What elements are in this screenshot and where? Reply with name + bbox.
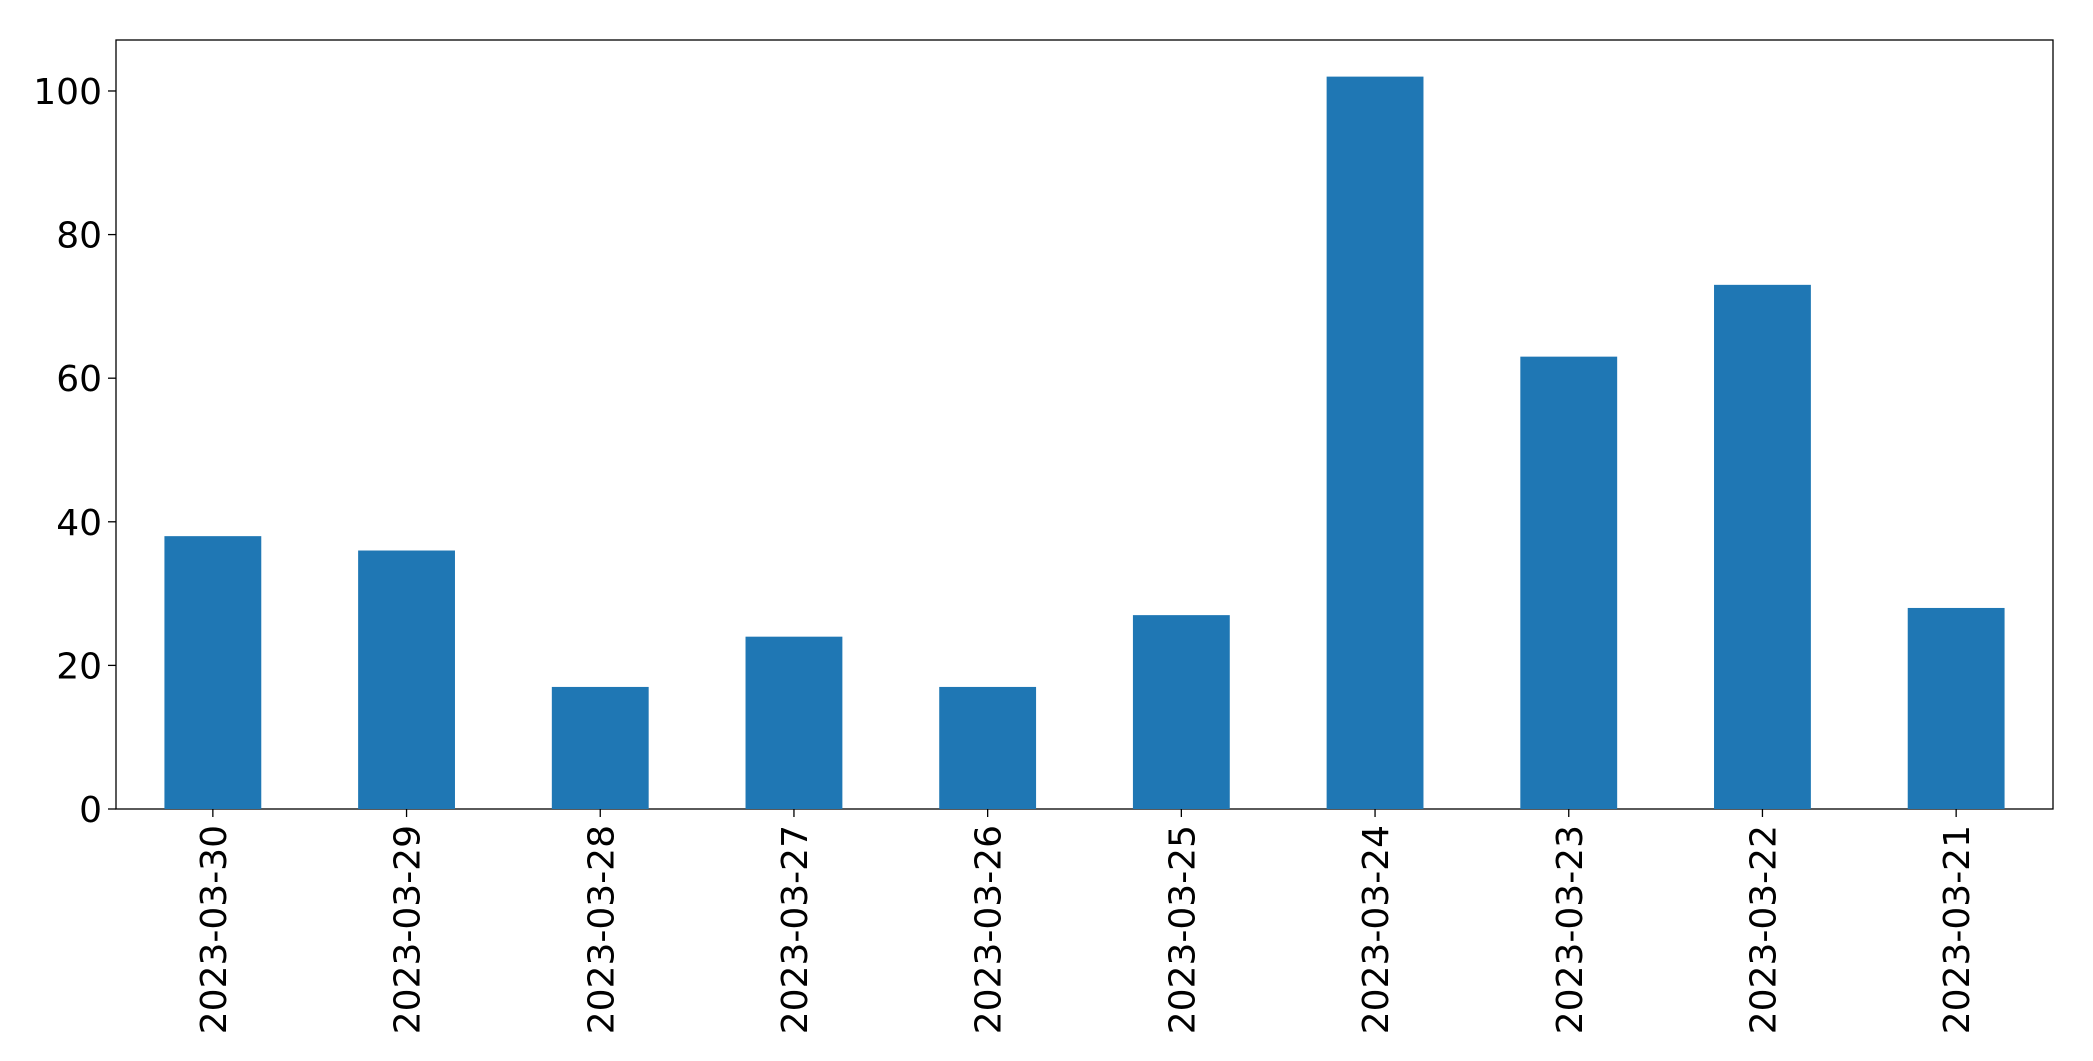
x-tick-label: 2023-03-26 [969,825,1010,1034]
x-tick-label: 2023-03-22 [1743,825,1784,1034]
x-tick-label: 2023-03-27 [775,825,816,1034]
y-tick-label: 100 [33,72,102,113]
y-tick-label: 60 [56,359,102,400]
bar [1907,607,2005,809]
x-tick-label: 2023-03-24 [1356,825,1397,1034]
x-tick-label: 2023-03-21 [1937,825,1978,1034]
bar [551,686,649,809]
x-tick-label: 2023-03-28 [581,825,622,1034]
bar [1714,284,1811,810]
bar [1520,356,1618,809]
x-tick-label: 2023-03-25 [1162,825,1203,1034]
bar [1326,76,1424,810]
y-tick-label: 0 [79,790,102,831]
plot-frame [115,39,2054,810]
x-tick-label: 2023-03-29 [388,825,429,1034]
y-tick-label: 80 [56,216,102,257]
bar [1132,615,1230,809]
bar [745,636,843,809]
y-tick-label: 20 [56,646,102,687]
bar [358,550,455,809]
bar [164,536,262,809]
y-tick-label: 40 [56,503,102,544]
x-tick-label: 2023-03-30 [194,825,235,1034]
x-tick-label: 2023-03-23 [1550,825,1591,1034]
bar [939,686,1037,809]
